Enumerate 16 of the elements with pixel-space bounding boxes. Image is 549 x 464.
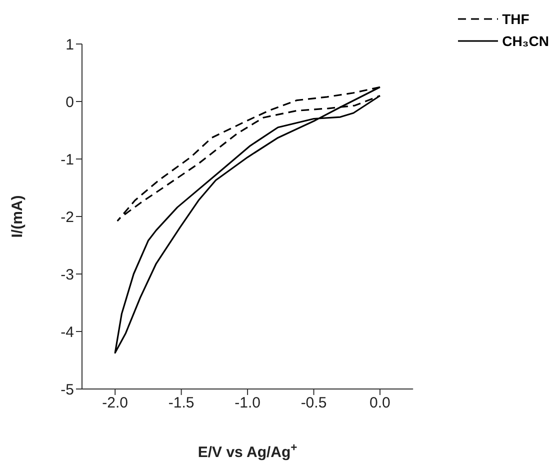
x-tick-label: -0.5: [300, 394, 327, 412]
y-tick-label: 0: [66, 94, 74, 111]
y-tick-label: -1: [60, 151, 74, 168]
x-axis-title: E/V vs Ag/Ag$^{+}$: [198, 442, 298, 461]
x-tick-label: -1.5: [168, 394, 194, 412]
y-tick-label: -5: [60, 381, 74, 398]
y-tick-label: -4: [60, 324, 74, 341]
y-tick-label: -3: [60, 266, 74, 284]
legend-label: CH₃CN: [502, 33, 549, 49]
y-tick-label: -2: [60, 208, 74, 226]
x-tick-label: -2.0: [102, 394, 128, 412]
y-tick-label: 1: [66, 36, 74, 54]
x-tick-label: -1.0: [234, 394, 260, 412]
y-axis-title: I/(mA): [9, 195, 26, 238]
legend-label: THF: [502, 11, 530, 27]
x-tick-label: 0.0: [370, 394, 390, 412]
